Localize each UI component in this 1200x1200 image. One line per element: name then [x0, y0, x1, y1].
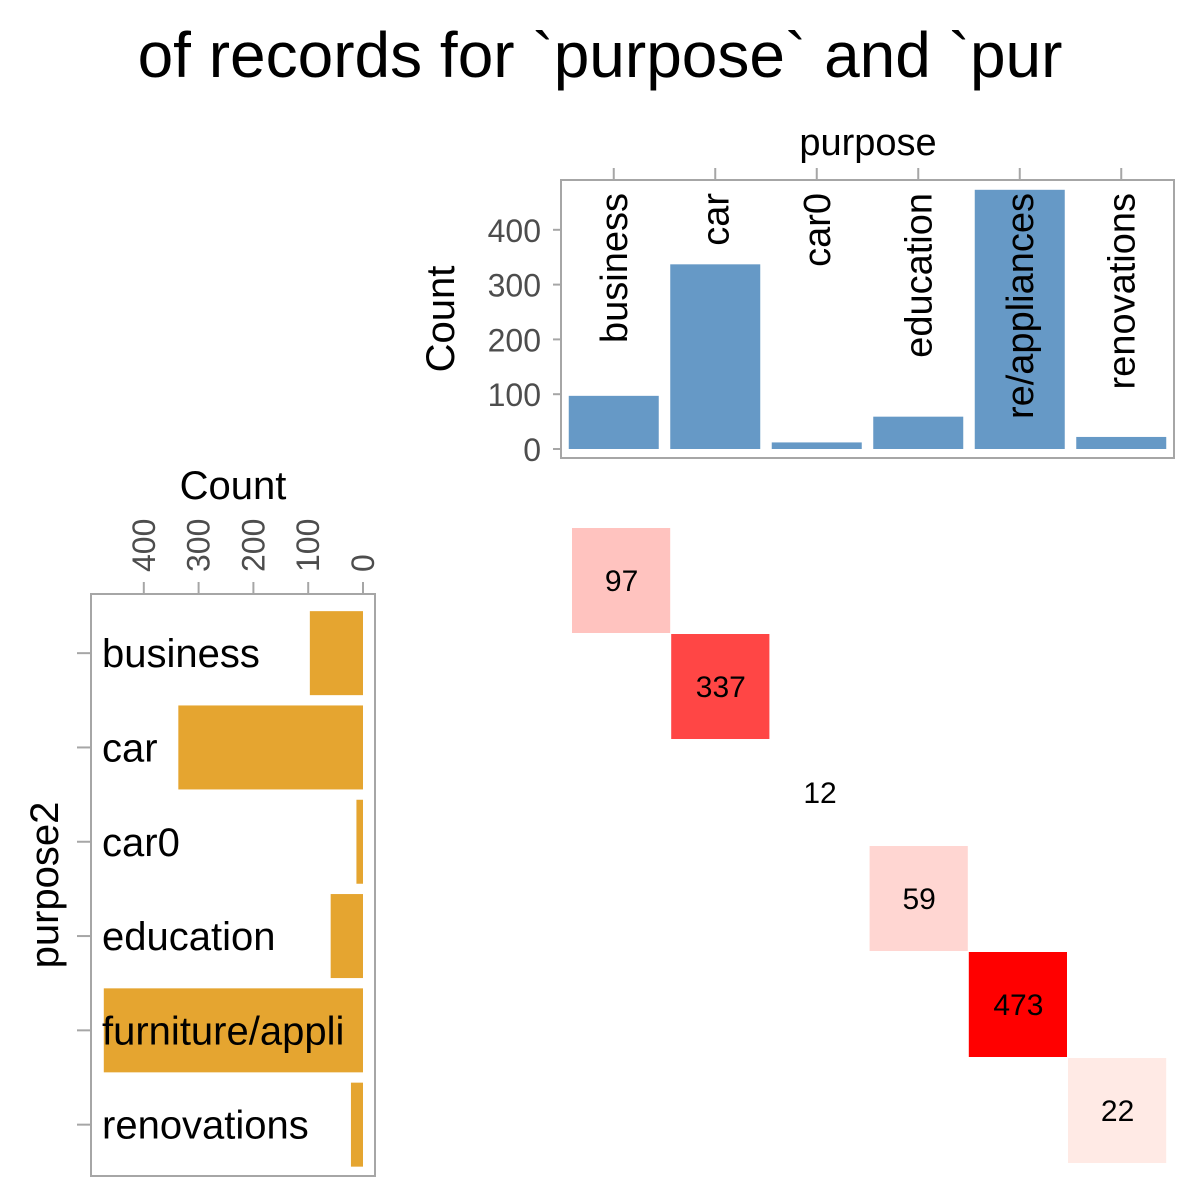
left-bar: [330, 894, 363, 979]
heatmap-cell-label: 12: [803, 777, 836, 810]
top-category-label: education: [898, 193, 940, 358]
left-category-label: renovations: [102, 1104, 309, 1148]
top-y-tick-label: 200: [488, 322, 541, 358]
heatmap: 97 337 12 59 473 22: [572, 528, 1167, 1163]
left-bar: [350, 1082, 363, 1167]
heatmap-cell-label: 473: [993, 989, 1043, 1022]
top-y-axis-label: Count: [419, 266, 463, 373]
heatmap-cell: [671, 634, 770, 739]
left-bar-chart: Count purpose2 0 100 200 300 400 business car c…: [23, 464, 381, 1177]
left-bar: [178, 705, 363, 790]
left-x-axis-label: Count: [180, 464, 287, 508]
left-x-tick-label: 200: [235, 519, 271, 572]
top-plot-frame: [560, 179, 1175, 459]
top-bar: [873, 416, 964, 449]
heatmap-cell-label: 97: [605, 565, 638, 598]
top-y-tick-label: 100: [488, 377, 541, 413]
left-x-tick-label: 400: [126, 519, 162, 572]
heatmap-cell-label: 59: [903, 883, 936, 916]
heatmap-cell: [1068, 1058, 1167, 1163]
left-category-label: education: [102, 915, 275, 959]
left-y-axis-label: purpose2: [23, 802, 67, 969]
heatmap-cell: [968, 952, 1067, 1057]
top-bar: [670, 264, 761, 449]
heatmap-cell-label: 337: [696, 671, 746, 704]
top-bar-chart: purpose Count 0 100 200 300 400 business car ca…: [419, 122, 1175, 468]
left-category-label: furniture/appli: [102, 1009, 344, 1053]
top-category-label: business: [594, 193, 636, 343]
heatmap-cell: [572, 528, 671, 633]
left-bar: [103, 988, 364, 1073]
top-y-tick-label: 300: [488, 268, 541, 304]
top-category-label: re/appliances: [1000, 193, 1042, 419]
left-category-label: car: [102, 726, 158, 770]
top-y-tick-label: 0: [523, 432, 541, 468]
left-bar: [356, 799, 363, 884]
chart-title: of records for `purpose` and `pur: [138, 19, 1063, 91]
top-bar: [771, 442, 862, 449]
heatmap-cell-label: 22: [1101, 1095, 1134, 1128]
left-category-label: car0: [102, 821, 180, 865]
left-bar: [309, 611, 363, 696]
top-y-tick-label: 400: [488, 213, 541, 249]
top-category-label: renovations: [1101, 193, 1143, 389]
top-category-label: car: [695, 193, 737, 246]
top-category-label: car0: [797, 193, 839, 267]
top-x-axis-label: purpose: [799, 122, 936, 164]
heatmap-cell: [869, 846, 968, 951]
top-bar: [1076, 436, 1167, 449]
left-x-tick-label: 300: [181, 519, 217, 572]
left-x-tick-label: 0: [345, 554, 381, 572]
top-bar: [974, 189, 1065, 449]
left-category-label: business: [102, 632, 260, 676]
left-x-tick-label: 100: [290, 519, 326, 572]
left-plot-frame: [90, 593, 376, 1177]
top-bar: [568, 395, 659, 449]
